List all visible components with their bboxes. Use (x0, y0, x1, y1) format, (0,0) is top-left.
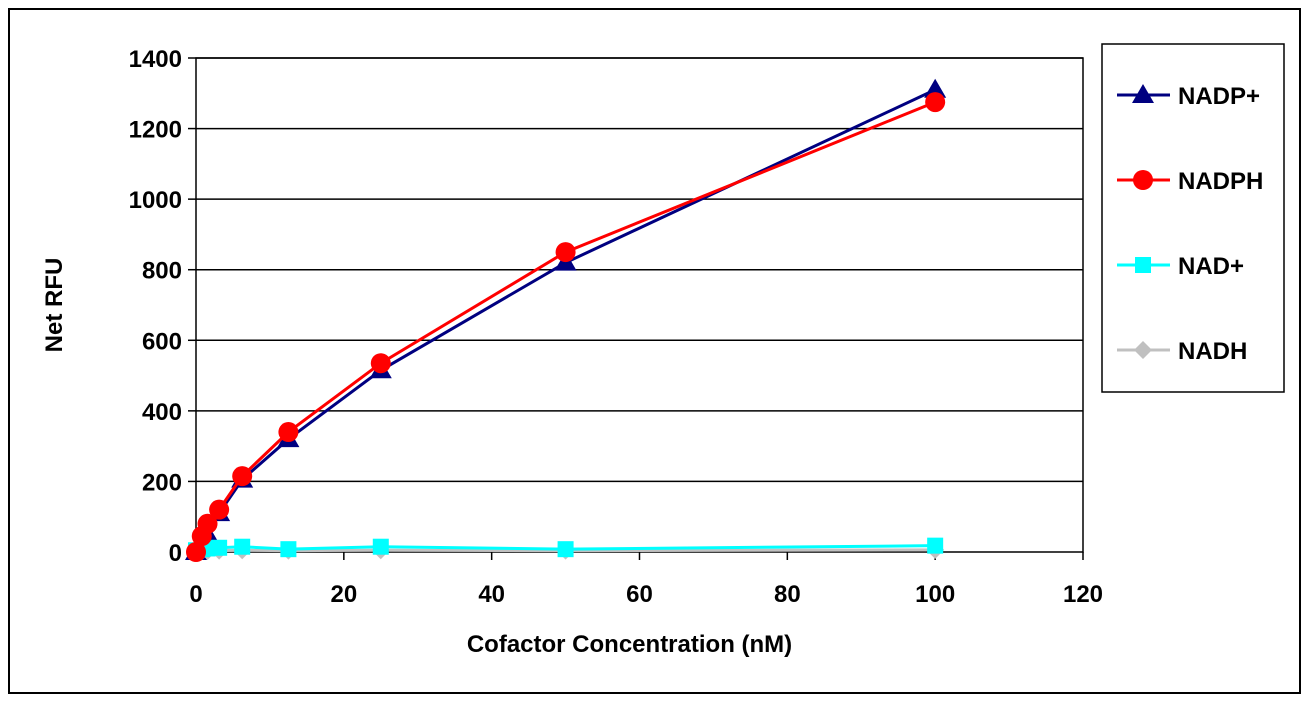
data-point-nad-plus (927, 537, 944, 554)
data-point-nad-plus (372, 538, 389, 555)
chart-frame: 0 200 400 600 800 1000 1200 1400 0 20 40 60 80 100 120… (8, 8, 1301, 694)
axes: 0 200 400 600 800 1000 1200 1400 0 20 40 60 80 100 120 (129, 46, 1103, 608)
data-point-nadph (209, 499, 230, 520)
line-chart: 0 200 400 600 800 1000 1200 1400 0 20 40 60 80 100 120… (41, 43, 1285, 658)
series-nad-plus (188, 537, 944, 559)
legend-label-nadh: NADH (1178, 338, 1247, 365)
data-point-nadph (186, 542, 206, 562)
x-tick-label: 60 (626, 581, 653, 608)
legend: NADP+ NADPH NAD+ NADH (1101, 43, 1285, 393)
series-nadp-plus (185, 78, 947, 560)
grid-lines (196, 57, 1083, 483)
legend-label-nad-plus: NAD+ (1178, 253, 1244, 280)
y-tick-label: 1200 (129, 117, 182, 144)
legend-label-nadph: NADPH (1178, 168, 1263, 195)
y-tick-label: 600 (142, 328, 182, 355)
x-tick-label: 20 (330, 581, 357, 608)
plot-area (195, 57, 1084, 553)
x-tick-label: 80 (774, 581, 801, 608)
y-tick-label: 0 (169, 540, 182, 567)
x-tick-label: 120 (1063, 581, 1103, 608)
data-point-nadph (925, 92, 946, 113)
legend-marker-nadh (1134, 341, 1152, 359)
legend-marker-nadp-plus (1132, 84, 1154, 103)
series-line-nadp-plus (194, 88, 936, 553)
x-tick-label: 40 (478, 581, 505, 608)
y-tick-label: 200 (142, 469, 182, 496)
legend-label-nadp-plus: NADP+ (1178, 83, 1260, 110)
data-point-nadph (555, 242, 576, 263)
data-point-nad-plus (211, 539, 228, 556)
legend-marker-nad-plus (1135, 257, 1151, 273)
data-point-nadp-plus (924, 78, 947, 98)
y-tick-label: 1400 (129, 46, 182, 73)
y-axis-title: Net RFU (41, 258, 68, 353)
data-point-nadph (197, 513, 218, 534)
x-tick-label: 100 (915, 581, 955, 608)
series-line-nadph (194, 100, 936, 553)
x-tick-label: 0 (189, 581, 202, 608)
data-point-nadph (278, 422, 299, 443)
y-tick-label: 800 (142, 258, 182, 285)
y-tick-label: 1000 (129, 187, 182, 214)
data-point-nad-plus (280, 541, 297, 558)
series-group (185, 78, 947, 562)
data-point-nadph (232, 466, 253, 487)
data-point-nad-plus (557, 541, 574, 558)
legend-box (1101, 43, 1285, 393)
series-nadph (186, 92, 946, 562)
x-axis-title: Cofactor Concentration (nM) (467, 631, 792, 658)
legend-marker-nadph (1133, 170, 1153, 190)
data-point-nad-plus (234, 538, 251, 555)
data-point-nadph (370, 353, 391, 374)
y-tick-label: 400 (142, 399, 182, 426)
